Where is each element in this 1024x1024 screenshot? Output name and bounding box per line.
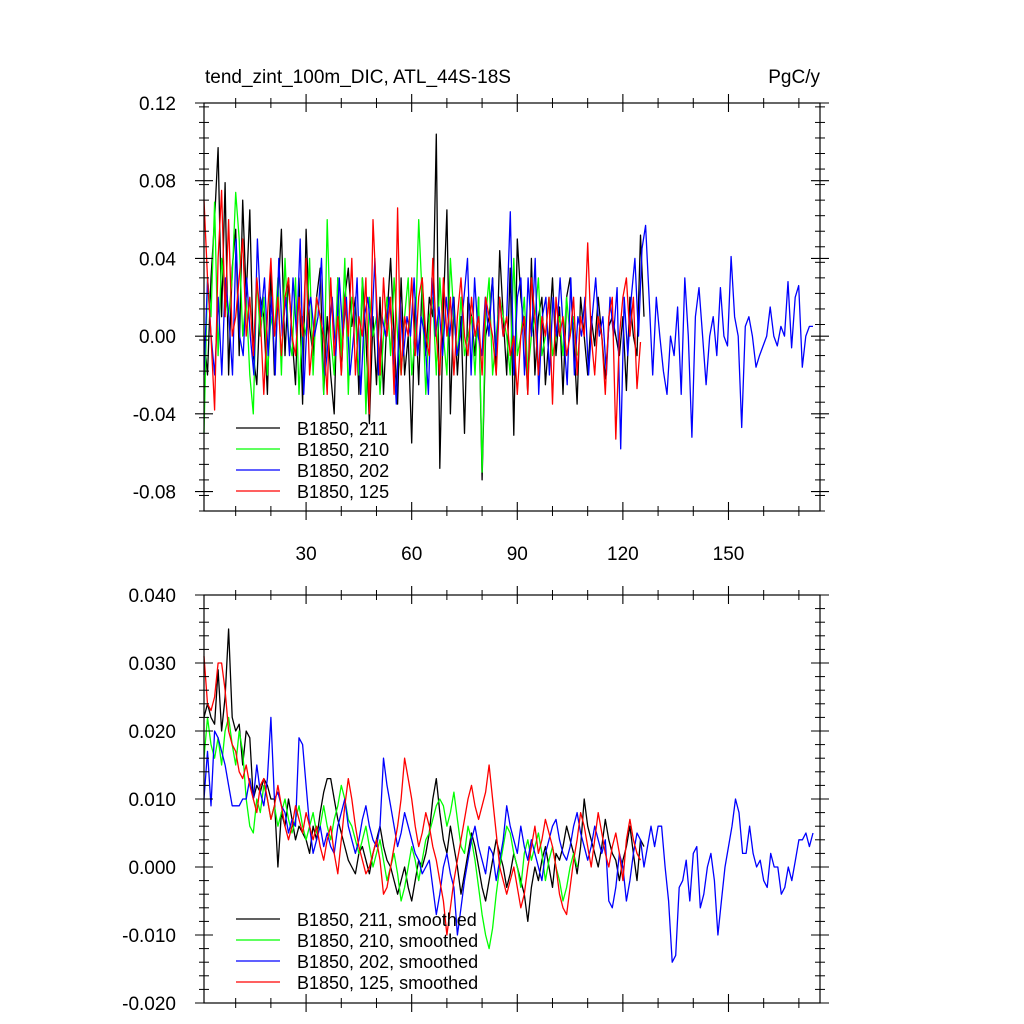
legend-label-211-smoothed: B1850, 211, smoothed [297,910,477,930]
top-xtick-label: 30 [296,544,317,565]
top-panel-frame [203,102,821,512]
top-panel-units: PgC/y [768,67,820,88]
bottom-panel-legend: B1850, 211, smoothed B1850, 210, smoothe… [236,910,478,993]
top-xtick-label: 150 [713,544,745,565]
legend-label-125: B1850, 125 [297,482,389,502]
bottom-panel: 0.040 0.030 0.020 0.010 0.000 -0.010 -0.… [122,586,829,1015]
series-line-b1850-125-smoothed [203,656,642,936]
top-panel-ytick-labels: 0.12 0.08 0.04 0.00 -0.04 -0.08 [133,94,177,504]
top-panel-series-lines [203,133,813,481]
top-xtick-label: 120 [607,544,639,565]
bottom-panel-ticks [195,586,829,1012]
top-panel-legend: B1850, 211 B1850, 210 B1850, 202 B1850, … [236,419,389,502]
top-ytick-label: 0.00 [139,327,176,348]
bottom-panel-frame [203,594,821,1004]
bottom-ytick-label: 0.040 [128,586,176,607]
bottom-ytick-label: -0.010 [122,926,176,947]
top-panel-title: tend_zint_100m_DIC, ATL_44S-18S [205,67,511,88]
top-ytick-label: -0.08 [133,483,176,504]
legend-label-125-smoothed: B1850, 125, smoothed [297,973,478,993]
legend-label-202-smoothed: B1850, 202, smoothed [297,952,478,972]
top-ytick-label: 0.04 [139,249,176,270]
top-xtick-label: 90 [507,544,528,565]
legend-label-210-smoothed: B1850, 210, smoothed [297,931,478,951]
top-panel-xtick-labels: 30 60 90 120 150 [296,544,745,565]
series-line-b1850-202 [203,211,813,450]
bottom-ytick-label: 0.030 [128,654,176,675]
bottom-panel-series-lines [203,628,814,963]
bottom-ytick-label: 0.010 [128,790,176,811]
bottom-ytick-label: 0.000 [128,858,176,879]
series-line-b1850-202-smoothed [203,716,814,963]
top-panel: tend_zint_100m_DIC, ATL_44S-18S PgC/y 0.… [133,67,829,565]
legend-label-211: B1850, 211 [297,419,388,439]
legend-label-210: B1850, 210 [297,440,389,460]
bottom-panel-ytick-labels: 0.040 0.030 0.020 0.010 0.000 -0.010 -0.… [122,586,176,1015]
top-xtick-label: 60 [401,544,422,565]
bottom-ytick-label: 0.020 [128,722,176,743]
bottom-ytick-label: -0.020 [122,994,176,1015]
series-line-b1850-125 [203,189,642,440]
top-ytick-label: 0.12 [139,94,176,115]
top-ytick-label: 0.08 [139,172,176,193]
top-ytick-label: -0.04 [133,405,177,426]
legend-label-202: B1850, 202 [297,461,389,481]
